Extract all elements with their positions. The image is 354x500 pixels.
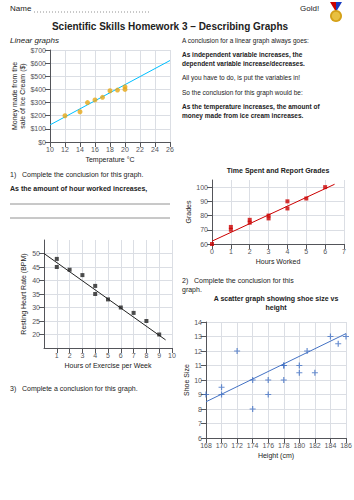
svg-text:8: 8: [198, 406, 202, 413]
svg-text:Hours Worked: Hours Worked: [256, 258, 301, 265]
svg-text:26: 26: [166, 146, 174, 153]
svg-text:Gold!: Gold!: [300, 4, 319, 13]
svg-text:Grades: Grades: [185, 200, 192, 223]
svg-text:9: 9: [157, 352, 161, 359]
svg-text:A scatter graph showing shoe s: A scatter graph showing shoe size vs: [214, 295, 339, 303]
svg-text:Height (cm): Height (cm): [258, 452, 294, 460]
svg-text:11: 11: [195, 362, 202, 369]
svg-text:14: 14: [194, 319, 202, 326]
svg-text:9: 9: [198, 391, 202, 398]
svg-text:168: 168: [200, 442, 212, 449]
svg-text:24: 24: [151, 146, 159, 153]
svg-text:1) Complete the conclusion f: 1) Complete the conclusion for this grap…: [10, 171, 144, 179]
svg-text:Name: Name: [10, 4, 32, 13]
svg-text:A conclusion for a linear grap: A conclusion for a linear graph always g…: [182, 37, 309, 45]
svg-text:80: 80: [200, 212, 208, 219]
svg-text:70: 70: [200, 226, 208, 233]
svg-text:170: 170: [216, 442, 228, 449]
svg-text:40: 40: [32, 277, 40, 284]
svg-text:2: 2: [68, 352, 72, 359]
svg-text:All you have to do, is put the: All you have to do, is put the variables…: [182, 74, 300, 82]
svg-text:45: 45: [32, 264, 40, 271]
svg-text:90: 90: [200, 198, 208, 205]
svg-text:sale of Ice Cream ($): sale of Ice Cream ($): [19, 63, 27, 128]
svg-text:1: 1: [229, 248, 233, 255]
svg-text:So the conclusion for this gra: So the conclusion for this graph would b…: [182, 89, 303, 97]
svg-text:6: 6: [119, 352, 123, 359]
svg-text:4: 4: [285, 248, 289, 255]
svg-text:4: 4: [93, 352, 97, 359]
svg-text:Shoe Size: Shoe Size: [183, 364, 190, 396]
svg-text:Time Spent and Report Grades: Time Spent and Report Grades: [227, 167, 330, 175]
svg-text:35: 35: [32, 291, 40, 298]
svg-text:Hours of Exercise per Week: Hours of Exercise per Week: [64, 362, 152, 370]
svg-text:Linear graphs: Linear graphs: [10, 36, 59, 45]
svg-text:180: 180: [293, 442, 305, 449]
svg-text:0: 0: [210, 248, 214, 255]
svg-text:2: 2: [248, 248, 252, 255]
svg-text:10: 10: [194, 377, 202, 384]
svg-text:dependent variable increase/de: dependent variable increase/decreases.: [182, 60, 305, 68]
svg-text:3: 3: [80, 352, 84, 359]
svg-text:5: 5: [304, 248, 308, 255]
svg-text:22: 22: [136, 146, 144, 153]
svg-text:6: 6: [323, 248, 327, 255]
svg-text:$500: $500: [30, 73, 46, 80]
svg-text:178: 178: [278, 442, 290, 449]
svg-text:18: 18: [106, 146, 114, 153]
svg-text:3: 3: [267, 248, 271, 255]
svg-text:13: 13: [194, 333, 202, 340]
svg-text:$0: $0: [38, 139, 46, 146]
svg-text:8: 8: [144, 352, 148, 359]
svg-text:12: 12: [61, 146, 69, 153]
svg-text:7: 7: [342, 248, 346, 255]
svg-text:60: 60: [200, 241, 208, 248]
svg-text:7: 7: [198, 420, 202, 427]
svg-text:$600: $600: [30, 60, 46, 67]
svg-text:20: 20: [121, 146, 129, 153]
svg-text:30: 30: [32, 304, 40, 311]
svg-text:50: 50: [32, 250, 40, 257]
svg-text:$100: $100: [30, 125, 46, 132]
svg-text:$700: $700: [30, 47, 46, 54]
svg-text:height: height: [266, 304, 288, 312]
svg-text:$300: $300: [30, 99, 46, 106]
svg-text:2) Complete the conclusion f: 2) Complete the conclusion for this: [182, 277, 296, 285]
svg-text:10: 10: [46, 146, 54, 153]
svg-text:20: 20: [32, 331, 40, 338]
svg-text:6: 6: [198, 435, 202, 442]
svg-text:174: 174: [247, 442, 259, 449]
svg-text:graph.: graph.: [182, 286, 202, 294]
svg-text:16: 16: [91, 146, 99, 153]
svg-text:7: 7: [132, 352, 136, 359]
svg-text:$200: $200: [30, 112, 46, 119]
svg-text:100: 100: [196, 184, 208, 191]
svg-text:3) Complete a conclusion for: 3) Complete a conclusion for this graph.: [10, 385, 138, 393]
svg-text:182: 182: [309, 442, 321, 449]
svg-text:14: 14: [76, 146, 84, 153]
svg-text:As the temperature increases,: As the temperature increases, the amount…: [182, 103, 320, 111]
svg-text:As independent variable increa: As independent variable increases, the: [182, 51, 303, 59]
svg-text:5: 5: [106, 352, 110, 359]
svg-text:Money made from the: Money made from the: [11, 62, 19, 130]
svg-text:Scientific Skills Homework 3 –: Scientific Skills Homework 3 – Describin…: [52, 21, 289, 32]
svg-text:money made from ice cream incr: money made from ice cream increases.: [182, 112, 304, 120]
svg-text:Resting Heart Rate (BPM): Resting Heart Rate (BPM): [20, 253, 28, 334]
svg-text:$400: $400: [30, 86, 46, 93]
svg-text:As the amount of hour worked i: As the amount of hour worked increases,: [10, 185, 147, 193]
svg-text:186: 186: [340, 442, 352, 449]
svg-text:172: 172: [231, 442, 243, 449]
svg-text:176: 176: [262, 442, 274, 449]
svg-text:Temperature °C: Temperature °C: [85, 156, 134, 164]
svg-text:25: 25: [32, 318, 40, 325]
svg-text:184: 184: [325, 442, 337, 449]
svg-text:12: 12: [194, 348, 202, 355]
svg-text:10: 10: [168, 352, 176, 359]
svg-text:1: 1: [55, 352, 59, 359]
